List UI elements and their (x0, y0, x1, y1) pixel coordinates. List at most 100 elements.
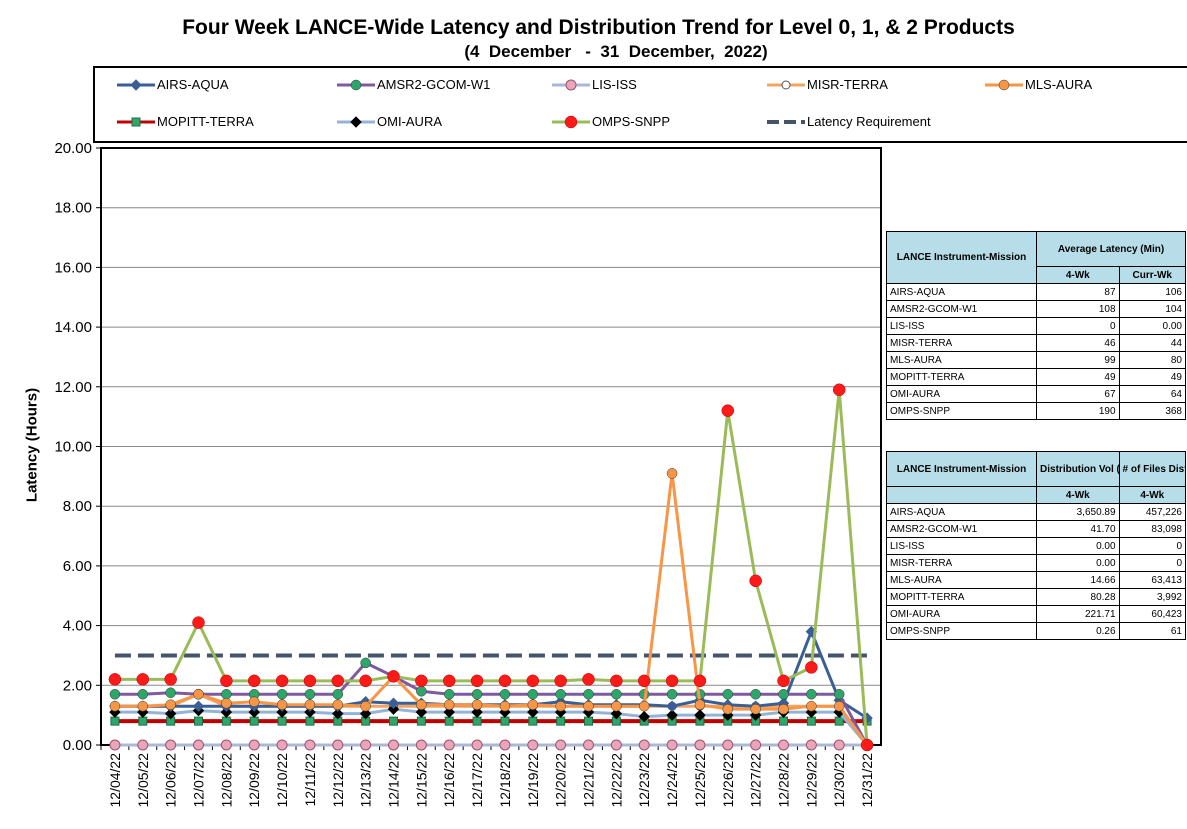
table-header-instrument: LANCE Instrument-Mission (886, 451, 1038, 487)
table-cell-instrument: MOPITT-TERRA (886, 588, 1038, 606)
table-cell-instrument: LIS-ISS (886, 537, 1038, 555)
data-point (834, 716, 844, 726)
y-tick-label: 18.00 (54, 200, 92, 217)
y-tick-label: 0.00 (63, 737, 92, 754)
legend-marker (564, 115, 578, 129)
x-tick-label: 12/05/22 (135, 753, 151, 808)
table-row: AMSR2-GCOM-W1 41.70 83,098 (886, 520, 1187, 538)
data-point (583, 739, 594, 751)
table-row: MISR-TERRA 0.00 0 (886, 554, 1187, 572)
data-point (694, 709, 706, 721)
data-point (416, 716, 426, 726)
data-point (471, 739, 483, 751)
table-cell-value: 0.00 (1036, 537, 1120, 555)
data-point (165, 687, 176, 699)
y-tick-label: 12.00 (54, 379, 92, 396)
table-cell-value: 41.70 (1036, 520, 1120, 538)
legend-label: MOPITT-TERRA (157, 114, 254, 129)
table-header-files: # of Files Distributed (1118, 451, 1187, 487)
table-cell-value: 190 (1036, 402, 1120, 420)
legend-marker (350, 79, 362, 91)
data-point (750, 689, 761, 700)
data-point (443, 699, 455, 710)
distribution-table-wrapper: LANCE Instrument-Mission Distribution Vo… (886, 451, 1187, 656)
x-tick-label: 12/13/22 (358, 753, 374, 808)
data-point (165, 739, 177, 751)
table-cell-value: 60,423 (1118, 605, 1187, 623)
table-cell-value: 3,650.89 (1036, 503, 1120, 521)
legend-marker (130, 79, 142, 91)
table-header-row: LANCE Instrument-Mission Average Latency… (886, 231, 1186, 284)
data-point (527, 699, 539, 710)
data-point (109, 700, 121, 712)
data-point (555, 739, 567, 751)
data-point (471, 699, 483, 710)
x-tick-label: 12/23/22 (636, 753, 652, 808)
x-tick-label: 12/22/22 (608, 753, 624, 808)
latency-table: LANCE Instrument-Mission Average Latency… (886, 231, 1187, 420)
x-tick-label: 12/20/22 (553, 753, 569, 808)
x-tick-label: 12/24/22 (664, 753, 680, 808)
table-cell-instrument: MOPITT-TERRA (886, 368, 1038, 386)
chart-subtitle: (4 December - 31 December, 2022) (464, 42, 768, 61)
table-cell-value: 49 (1118, 368, 1187, 386)
data-point (415, 706, 428, 718)
data-point (499, 689, 511, 700)
data-point (722, 689, 734, 700)
data-point (721, 404, 735, 417)
data-point (527, 689, 539, 700)
table-cell-instrument: MISR-TERRA (886, 554, 1038, 572)
series-line (114, 707, 869, 746)
data-point (722, 739, 734, 751)
table-cell-instrument: AMSR2-GCOM-W1 (886, 300, 1038, 318)
legend-swatch (337, 79, 375, 91)
data-point (638, 710, 650, 723)
data-point (555, 700, 566, 712)
data-point (248, 739, 260, 751)
legend-label: LIS-ISS (592, 77, 637, 92)
data-point (221, 689, 232, 700)
table-row: AMSR2-GCOM-W1 108 104 (886, 300, 1187, 318)
data-point (471, 706, 483, 718)
data-point (443, 689, 455, 700)
data-point (415, 739, 427, 751)
table-cell-instrument: MISR-TERRA (886, 334, 1038, 352)
legend-marker (565, 79, 577, 91)
data-point (666, 468, 678, 479)
table-row: MOPITT-TERRA 49 49 (886, 368, 1187, 386)
data-point (638, 739, 650, 751)
data-point (665, 674, 679, 688)
legend-marker (350, 116, 362, 128)
data-point (527, 739, 539, 751)
data-point (331, 674, 345, 688)
table-row: LIS-ISS 0 0.00 (886, 317, 1187, 335)
data-point (248, 696, 260, 707)
x-tick-label: 12/15/22 (413, 753, 429, 808)
data-point (110, 716, 120, 726)
legend-swatch (552, 79, 590, 91)
data-point (470, 674, 484, 688)
series-line (114, 388, 869, 746)
table-cell-value: 83,098 (1118, 520, 1187, 538)
data-point (833, 689, 845, 700)
data-point (164, 673, 177, 686)
table-cell-value: 3,992 (1118, 588, 1187, 606)
table-cell-value: 0.26 (1036, 622, 1120, 640)
data-point (806, 716, 816, 726)
data-point (221, 716, 231, 726)
data-point (192, 700, 205, 712)
data-point (610, 739, 622, 751)
data-point (108, 673, 122, 686)
table-row: MISR-TERRA 46 44 (886, 334, 1187, 352)
table-cell-value: 0.00 (1118, 317, 1187, 335)
series-amsr2-gcom-w1 (109, 657, 873, 751)
data-point (666, 709, 678, 721)
table-cell-instrument: OMI-AURA (886, 605, 1038, 623)
data-point (499, 700, 511, 712)
data-point (556, 716, 566, 726)
data-point (638, 700, 650, 712)
x-tick-label: 12/27/22 (748, 753, 764, 808)
data-point (526, 674, 540, 688)
data-point (220, 674, 233, 688)
data-point (332, 689, 344, 700)
